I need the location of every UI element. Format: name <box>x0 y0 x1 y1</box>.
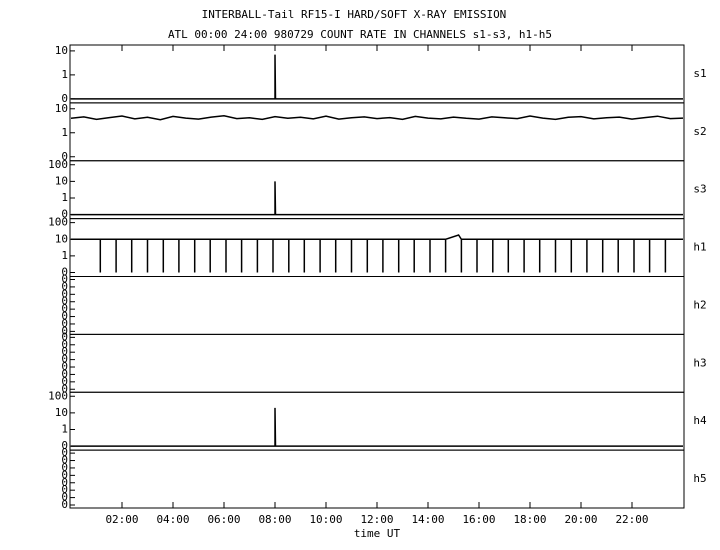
x-tick-label: 14:00 <box>411 513 444 526</box>
y-tick-label: 0 <box>61 375 68 388</box>
series-line <box>71 181 683 216</box>
y-tick-label: 10 <box>55 232 68 245</box>
y-tick-label: 0 <box>61 345 68 358</box>
y-tick-label: 0 <box>61 498 68 511</box>
y-tick-label: 0 <box>61 454 68 467</box>
series-line <box>71 54 683 100</box>
y-tick-label: 0 <box>61 446 68 459</box>
y-tick-label: 100 <box>48 158 68 171</box>
y-tick-label: 0 <box>61 273 68 286</box>
panel-label: h1 <box>693 241 706 254</box>
x-tick-label: 18:00 <box>513 513 546 526</box>
y-tick-label: 0 <box>61 353 68 366</box>
y-tick-label: 0 <box>61 360 68 373</box>
y-tick-label: 0 <box>61 491 68 504</box>
series-line <box>70 115 684 121</box>
x-tick-label: 10:00 <box>309 513 342 526</box>
y-tick-label: 1 <box>61 249 68 262</box>
y-tick-label: 100 <box>48 389 68 402</box>
x-tick-label: 20:00 <box>564 513 597 526</box>
y-tick-label: 0 <box>61 338 68 351</box>
y-tick-label: 0 <box>61 150 68 163</box>
y-tick-label: 0 <box>61 382 68 395</box>
y-tick-label: 0 <box>61 92 68 105</box>
series-line <box>71 234 683 273</box>
y-tick-label: 10 <box>55 174 68 187</box>
x-tick-label: 22:00 <box>615 513 648 526</box>
y-tick-label: 0 <box>61 317 68 330</box>
chart-subtitle: ATL 00:00 24:00 980729 COUNT RATE IN CHA… <box>168 28 552 41</box>
panel-label: h5 <box>693 472 706 485</box>
x-tick-label: 04:00 <box>156 513 189 526</box>
y-tick-label: 0 <box>61 439 68 452</box>
panel-label: h3 <box>693 356 706 369</box>
y-tick-label: 0 <box>61 330 68 343</box>
y-tick-label: 0 <box>61 310 68 323</box>
y-tick-label: 0 <box>61 287 68 300</box>
panel-label: s3 <box>693 183 706 196</box>
panel-label: h2 <box>693 298 706 311</box>
y-tick-label: 10 <box>55 406 68 419</box>
x-tick-label: 12:00 <box>360 513 393 526</box>
y-tick-label: 0 <box>61 324 68 337</box>
y-tick-label: 1 <box>61 126 68 139</box>
x-tick-label: 16:00 <box>462 513 495 526</box>
y-tick-label: 0 <box>61 280 68 293</box>
y-tick-label: 10 <box>55 44 68 57</box>
y-tick-label: 10 <box>55 102 68 115</box>
y-tick-label: 0 <box>61 483 68 496</box>
y-tick-label: 0 <box>61 208 68 221</box>
y-tick-label: 0 <box>61 476 68 489</box>
y-tick-label: 100 <box>48 216 68 229</box>
panel-label: s1 <box>693 67 706 80</box>
x-tick-label: 02:00 <box>105 513 138 526</box>
y-tick-label: 0 <box>61 461 68 474</box>
y-tick-label: 0 <box>61 295 68 308</box>
y-tick-label: 0 <box>61 266 68 279</box>
panel-label: s2 <box>693 125 706 138</box>
y-tick-label: 0 <box>61 302 68 315</box>
x-tick-label: 06:00 <box>207 513 240 526</box>
y-tick-label: 1 <box>61 191 68 204</box>
y-tick-label: 1 <box>61 68 68 81</box>
series-line <box>71 407 683 447</box>
x-axis-label: time UT <box>354 527 401 540</box>
y-tick-label: 0 <box>61 367 68 380</box>
panel-label: h4 <box>693 414 707 427</box>
y-tick-label: 0 <box>61 468 68 481</box>
chart-title: INTERBALL-Tail RF15-I HARD/SOFT X-RAY EM… <box>202 8 507 21</box>
x-tick-label: 08:00 <box>258 513 291 526</box>
y-tick-label: 1 <box>61 423 68 436</box>
